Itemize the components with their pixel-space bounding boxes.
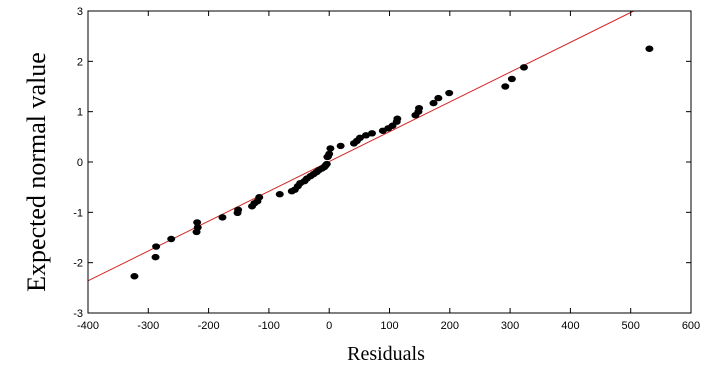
y-tick-label: 0 [77,157,83,169]
data-point [193,219,202,226]
data-point [429,99,438,107]
data-point [355,134,364,142]
y-tick-label: -3 [73,308,83,320]
data-point [445,89,454,97]
y-tick-label: 2 [77,56,83,68]
tick-labels-layer: -400 -300 -200 -100 0 100 200 300 400 500 600 -3 -2 -… [73,6,700,332]
x-tick-label: 400 [561,320,579,332]
x-tick-label: 600 [682,320,700,332]
data-point [322,160,331,168]
x-tick-label: 300 [501,320,519,332]
y-tick-label: -2 [73,258,83,270]
data-points-layer [130,45,654,280]
x-tick-label: 500 [622,320,640,332]
data-point [415,104,424,112]
x-tick-label: -200 [198,320,220,332]
data-point [361,132,370,139]
reference-line-layer [87,10,634,282]
x-tick-label: -300 [137,320,159,332]
data-point [152,243,161,250]
data-point [326,145,335,152]
axes-layer [87,10,692,314]
plot-frame [87,10,692,314]
x-tick-label: -100 [258,320,280,332]
data-point [255,194,264,201]
data-point [501,83,510,90]
data-point [519,64,528,71]
x-tick-label: -400 [77,320,99,332]
normal-reference-line [87,10,634,282]
data-point [434,94,443,102]
x-axis-label: Residuals [347,343,425,365]
x-tick-label: 200 [441,320,459,332]
data-point [645,45,654,52]
data-point [130,273,139,280]
data-point [167,235,176,243]
y-axis-label: Expected normal value [22,52,51,292]
x-tick-label: 100 [380,320,398,332]
x-tick-label: 0 [326,320,332,332]
data-point [151,253,160,261]
data-point [193,224,202,231]
data-point [234,206,243,214]
y-tick-label: 1 [77,107,83,119]
data-point [507,75,516,83]
y-tick-label: 3 [77,6,83,18]
data-point [218,214,227,221]
y-tick-label: -1 [73,207,83,219]
data-point [275,191,284,198]
data-point [325,150,334,158]
data-point [336,142,345,150]
data-point [393,115,402,122]
data-point [368,130,377,137]
